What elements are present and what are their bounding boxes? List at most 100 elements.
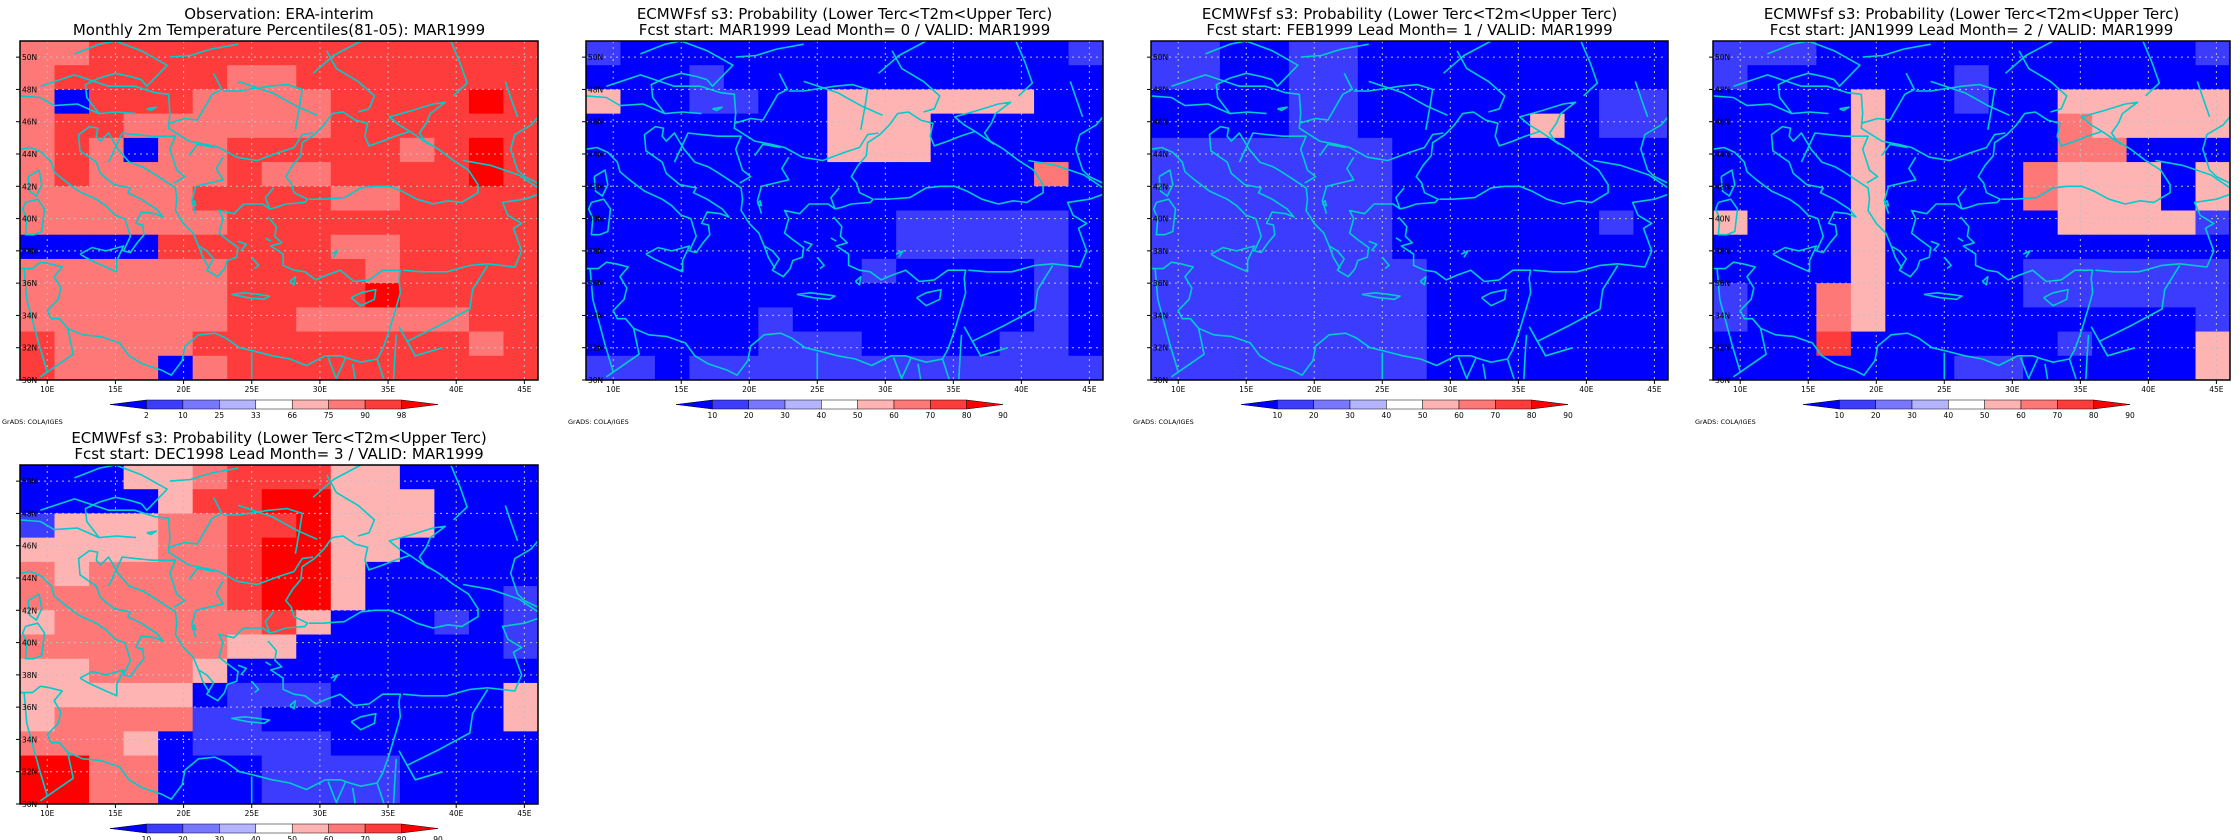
grid-cell <box>227 610 263 635</box>
coastline <box>168 496 223 549</box>
coastline <box>1593 159 1668 189</box>
coastline <box>1881 143 1908 157</box>
lat-tick-label: 40N <box>22 639 37 648</box>
grid-cell <box>227 186 263 211</box>
coastline <box>264 661 272 666</box>
grid-cell <box>2092 234 2128 260</box>
grid-cell <box>2161 162 2197 187</box>
grid-cell <box>20 731 56 757</box>
grads-credit: GrADS: COLA/IGES <box>1695 418 1756 426</box>
grid-cell <box>1919 210 1955 236</box>
coastline <box>335 357 347 379</box>
panel-title-line: Fcst start: JAN1999 Lead Month= 2 / VALI… <box>1770 21 2173 39</box>
grid-cell <box>930 41 966 66</box>
grid-cell <box>399 658 435 684</box>
grid-cell <box>1034 65 1070 90</box>
grid-cell <box>1564 210 1600 236</box>
colorbar-swatch <box>219 823 257 834</box>
grid-cell <box>330 234 366 260</box>
grid-cell <box>1919 162 1955 187</box>
coastline <box>917 363 922 380</box>
grid-cell <box>261 634 297 660</box>
colorbar-swatch <box>109 399 147 410</box>
coastline <box>107 132 186 184</box>
coastline <box>107 556 186 608</box>
coastline <box>1238 132 1317 184</box>
colorbar-label: 90 <box>360 411 370 420</box>
grid-cell <box>827 307 863 333</box>
grid-cell <box>399 513 435 539</box>
grid-cell <box>434 731 470 757</box>
grid-cell <box>330 513 366 539</box>
colorbar-swatch <box>2057 399 2094 410</box>
grid-cell <box>261 89 297 115</box>
grid-cell <box>861 65 897 90</box>
grid-cell <box>89 513 125 539</box>
grid-cell <box>654 162 690 187</box>
colorbar-label: 30 <box>1345 411 1355 420</box>
grid-cell <box>192 610 228 635</box>
grid-cell <box>2092 65 2128 90</box>
lat-tick-label: 34N <box>22 735 37 744</box>
grid-cell <box>1034 234 1070 260</box>
grid-cell <box>620 137 656 163</box>
grid-cell <box>468 561 504 587</box>
grid-cell <box>1426 355 1462 381</box>
lat-tick-label: 44N <box>22 574 37 583</box>
grid-cell <box>1816 283 1852 308</box>
grid-cell <box>930 234 966 260</box>
grid-cell <box>1747 113 1783 139</box>
grid-cell <box>1850 113 1886 139</box>
lon-tick-label: 20E <box>1869 385 1884 394</box>
grid-cell <box>792 186 828 211</box>
colorbar-swatch <box>291 823 329 834</box>
grid-cell <box>896 113 932 139</box>
grid-cell <box>965 89 1001 115</box>
colorbar-label: 50 <box>1418 411 1428 420</box>
grid-cell <box>1599 162 1635 187</box>
grid-cell <box>158 537 194 563</box>
grid-cell <box>54 586 90 611</box>
grid-cell <box>434 513 470 539</box>
coastline <box>971 340 1009 357</box>
grid-cell <box>758 89 794 115</box>
grid-cell <box>1919 283 1955 308</box>
lat-tick-label: 50N <box>1715 53 1730 62</box>
grid-cell <box>1954 41 1990 66</box>
grid-cell <box>586 307 621 333</box>
grid-cell <box>896 137 932 163</box>
grid-cell <box>1599 210 1635 236</box>
grid-cell <box>296 586 332 611</box>
grid-cell <box>1599 41 1635 66</box>
grid-cell <box>1885 65 1921 90</box>
coastline <box>1328 245 1341 270</box>
grid-cell <box>1219 89 1255 115</box>
grid-cell <box>434 658 470 684</box>
grid-cell <box>503 41 539 66</box>
colorbar-swatch <box>1495 399 1532 410</box>
grid-cell <box>89 283 125 308</box>
coastline <box>20 525 479 702</box>
grid-cell <box>1461 234 1497 260</box>
grid-cell <box>1816 355 1852 381</box>
grid-cell <box>261 513 297 539</box>
lon-tick-label: 10E <box>606 385 621 394</box>
grid-cell <box>1713 234 1748 260</box>
grid-cell <box>1254 283 1290 308</box>
lon-tick-label: 30E <box>2005 385 2020 394</box>
panel-title-line: Monthly 2m Temperature Percentiles(81-05… <box>73 21 485 39</box>
grid-cell <box>1781 162 1817 187</box>
colorbar-label: 70 <box>1491 411 1501 420</box>
lon-tick-label: 15E <box>108 809 123 818</box>
grid-cell <box>330 307 366 333</box>
grid-cell <box>365 234 401 260</box>
coastline <box>223 507 304 554</box>
grid-cell <box>2057 137 2093 163</box>
coastline <box>223 83 304 130</box>
coastline <box>23 268 49 373</box>
grid-cell <box>330 331 366 357</box>
grid-cell <box>2023 331 2059 357</box>
grid-cell <box>434 537 470 563</box>
coastline <box>197 669 211 694</box>
grid-cell <box>158 658 194 684</box>
